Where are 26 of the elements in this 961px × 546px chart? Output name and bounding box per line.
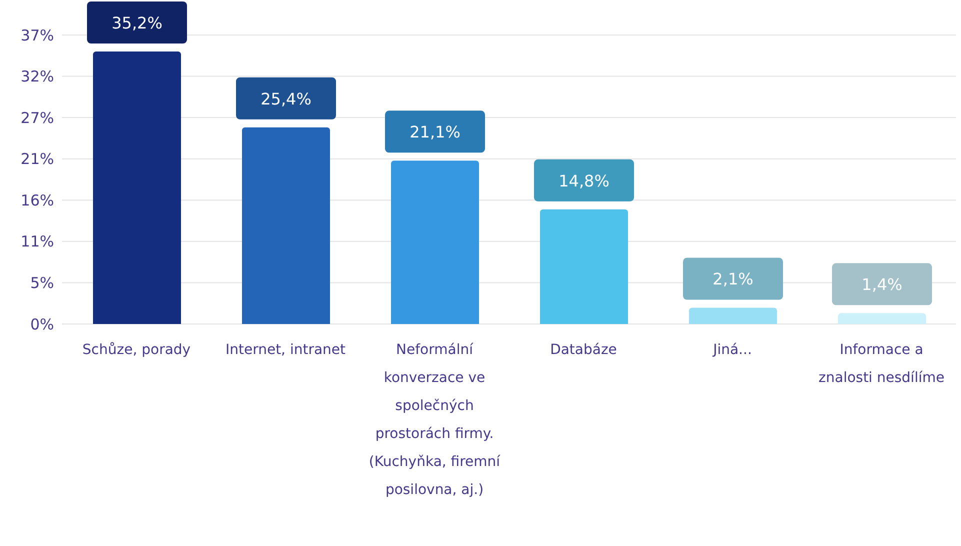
y-tick-label: 32% bbox=[20, 68, 54, 86]
y-tick-label: 27% bbox=[20, 108, 54, 127]
y-tick-label: 21% bbox=[20, 150, 54, 168]
y-tick-label: 0% bbox=[30, 315, 54, 334]
data-label: 21,1% bbox=[410, 122, 460, 142]
data-label: 2,1% bbox=[712, 270, 754, 289]
data-label: 35,2% bbox=[112, 13, 162, 32]
x-tick-label: Neformální konverzace ve společných prostorách firmy. (Kuchyňka, firemní posilovna, aj.) bbox=[368, 342, 502, 498]
bar bbox=[391, 160, 479, 324]
data-label: 14,8% bbox=[558, 171, 610, 190]
y-tick-label: 5% bbox=[30, 274, 54, 292]
y-tick-label: 37% bbox=[20, 26, 54, 44]
bar bbox=[838, 313, 926, 324]
x-tick-label: Databáze bbox=[550, 342, 617, 358]
bar bbox=[93, 51, 181, 324]
bar bbox=[540, 209, 628, 324]
x-tick-label: Schůze, porady bbox=[82, 342, 191, 358]
data-label: 25,4% bbox=[260, 89, 312, 108]
x-tick-label: Jiná... bbox=[712, 342, 752, 358]
bar bbox=[689, 308, 777, 324]
bar bbox=[242, 127, 330, 324]
y-tick-label: 16% bbox=[20, 191, 54, 210]
data-label: 1,4% bbox=[862, 275, 902, 294]
x-tick-label: Informace a znalosti nesdílíme bbox=[818, 342, 944, 386]
x-tick-label: Internet, intranet bbox=[225, 342, 346, 358]
y-tick-label: 11% bbox=[20, 232, 54, 251]
